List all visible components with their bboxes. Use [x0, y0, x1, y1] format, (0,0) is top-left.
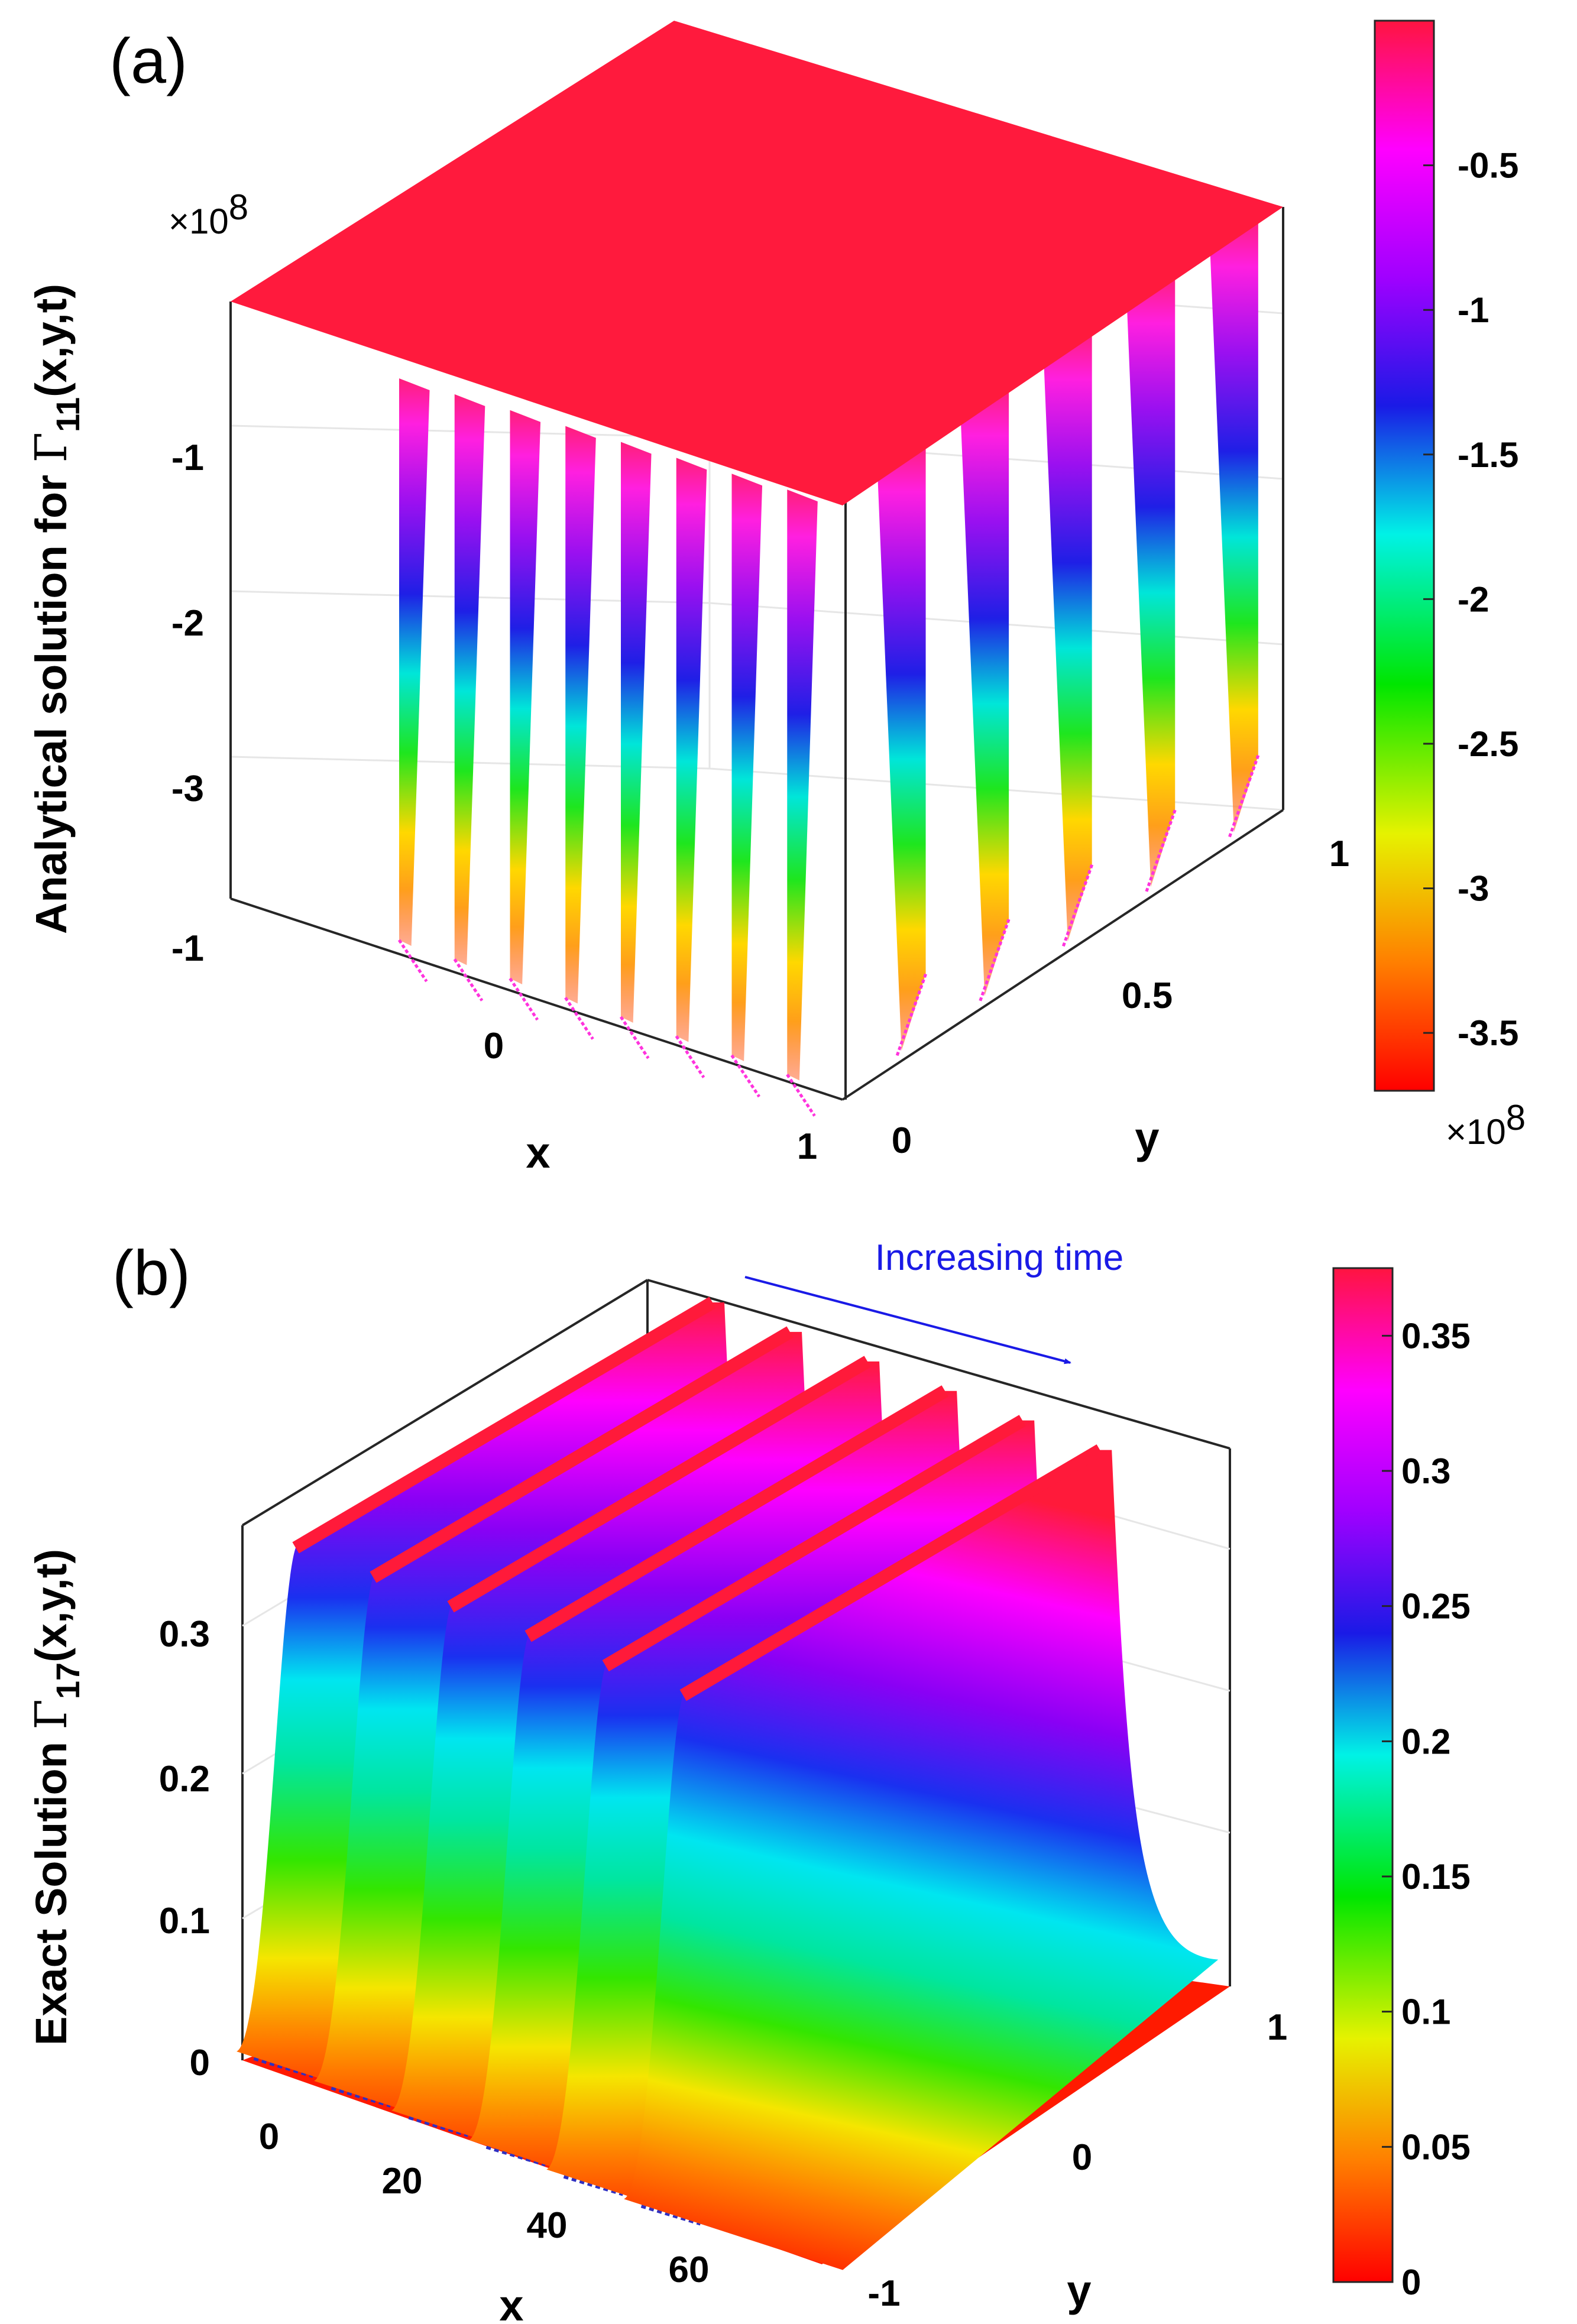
panel-b-z-tick-label: 0.3 — [159, 1614, 210, 1655]
panel-b-x-axis-label: x — [499, 2281, 523, 2324]
panel-a-surface-plateau — [231, 21, 1283, 505]
panel-b-solitons — [237, 1296, 1219, 2270]
wave-front — [877, 443, 926, 1051]
panel-b-x-tick-label: 40 — [527, 2205, 568, 2246]
wave-base-line — [509, 977, 539, 1021]
panel-a-colorbar: -0.5 -1 -1.5 -2 -2.5 -3 -3.5 ×108 — [1374, 20, 1526, 1152]
wave-front — [1126, 274, 1176, 887]
panel-a-x-tick-label: 0 — [484, 1026, 504, 1067]
colorbar-tick-label: -3 — [1458, 869, 1489, 909]
soliton-ridge — [524, 1385, 948, 1642]
soliton-ridge — [602, 1415, 1026, 1672]
wave-front — [960, 387, 1009, 997]
wave-base-line — [564, 997, 594, 1040]
colorbar-tick-label: 0.35 — [1401, 1316, 1471, 1356]
wave-front — [565, 426, 596, 1004]
colorbar-tick-label: -3.5 — [1458, 1013, 1518, 1053]
soliton-ridge — [370, 1326, 794, 1583]
wave-front — [399, 378, 430, 946]
panel-b-y-tick-label: -1 — [867, 2273, 900, 2314]
panel-b-colorbar: 0.35 0.3 0.25 0.2 0.15 0.1 0.05 0 — [1332, 1267, 1471, 2302]
wave-front — [621, 442, 652, 1023]
wave-front — [787, 490, 818, 1081]
panel-a-colorbar-ticks: -0.5 -1 -1.5 -2 -2.5 -3 -3.5 — [1423, 146, 1518, 1053]
wave-base-line — [895, 973, 927, 1058]
panel-b-z-axis-label: Exact Solution Γ17(x,y,t) — [26, 1549, 86, 2046]
wave-base-line — [453, 958, 484, 1001]
increasing-time-arrow — [744, 1276, 1071, 1364]
soliton-wave — [624, 1450, 1219, 2270]
colorbar-tick-label: 0.2 — [1401, 1722, 1450, 1761]
panel-b-x-tick-label: 60 — [669, 2250, 710, 2290]
panel-a-y-tick-label: 0 — [892, 1120, 912, 1161]
soliton-ridge — [679, 1444, 1103, 1701]
panel-b-colorbar-gradient — [1332, 1267, 1394, 2283]
colorbar-tick-label: -0.5 — [1458, 146, 1518, 186]
colorbar-tick-label: 0.15 — [1401, 1857, 1471, 1897]
panel-a-label: (a) — [109, 25, 187, 96]
wave-front — [1043, 330, 1092, 942]
wave-front — [1209, 218, 1258, 832]
panel-b-colorbar-ticks: 0.35 0.3 0.25 0.2 0.15 0.1 0.05 0 — [1382, 1316, 1471, 2302]
increasing-time-label: Increasing time — [875, 1237, 1123, 1278]
soliton-ridge — [447, 1356, 871, 1613]
panel-b-y-tick-label: 1 — [1267, 2007, 1287, 2048]
panel-a-y-tick-label: 1 — [1329, 834, 1349, 874]
panel-b-z-tick-label: 0 — [190, 2043, 210, 2083]
panel-b-y-tick-label: 0 — [1072, 2137, 1092, 2178]
wave-base-line — [619, 1016, 650, 1059]
wave-base-line — [730, 1054, 760, 1098]
wave-front — [454, 394, 485, 965]
wave-base-line — [1061, 864, 1094, 948]
panel-b-z-tick-label: 0.1 — [159, 1901, 210, 1941]
panel-a-wave-fronts — [397, 218, 1260, 1117]
panel-a-z-tick-label: -1 — [171, 437, 204, 478]
panel-b-x-tick-label: 20 — [382, 2161, 423, 2202]
panel-a-z-ticks: -1 -2 -3 -1 — [171, 437, 204, 969]
colorbar-tick-label: -2 — [1458, 579, 1489, 619]
wave-front — [731, 474, 763, 1061]
wave-front — [510, 410, 541, 984]
panel-b: (b) Increasing time 0.3 0.2 0.1 — [26, 1237, 1471, 2324]
wave-front — [676, 458, 707, 1042]
colorbar-tick-label: -2.5 — [1458, 724, 1518, 764]
colorbar-tick-label: 0.1 — [1401, 1992, 1450, 2032]
panel-b-y-axis-label: y — [1067, 2266, 1091, 2315]
colorbar-tick-label: -1.5 — [1458, 435, 1518, 475]
panel-a-colorbar-multiplier: ×108 — [1446, 1098, 1526, 1152]
panel-a-y-axis-label: y — [1135, 1113, 1159, 1162]
panel-b-z-tick-label: 0.2 — [159, 1759, 210, 1800]
panel-a-x-tick-label: -1 — [171, 928, 204, 969]
panel-a-z-tick-label: -2 — [171, 603, 204, 644]
colorbar-tick-label: -1 — [1458, 290, 1489, 330]
panel-b-annotation: Increasing time — [744, 1237, 1123, 1364]
wave-base-line — [675, 1035, 705, 1078]
colorbar-tick-label: 0.25 — [1401, 1587, 1471, 1626]
soliton-ridge — [292, 1296, 716, 1554]
wave-base-line — [786, 1074, 816, 1117]
panel-a-x-tick-label: 1 — [797, 1126, 817, 1167]
colorbar-tick-label: 0 — [1401, 2263, 1421, 2302]
panel-a-z-axis-label: Analytical solution for Γ11(x,y,t) — [26, 284, 86, 934]
panel-a-z-multiplier: ×108 — [169, 187, 248, 241]
colorbar-tick-label: 0.05 — [1401, 2127, 1471, 2167]
panel-a-colorbar-gradient — [1374, 20, 1435, 1092]
wave-base-line — [1144, 809, 1177, 894]
panel-b-x-tick-label: 0 — [259, 2116, 279, 2157]
wave-base-line — [978, 919, 1011, 1003]
panel-a-y-tick-label: 0.5 — [1122, 975, 1173, 1016]
panel-a: (a) -1 -2 -3 -1 0 — [26, 20, 1526, 1177]
wave-base-line — [1228, 754, 1260, 839]
colorbar-tick-label: 0.3 — [1401, 1451, 1450, 1491]
wave-base-line — [397, 939, 428, 983]
panel-a-z-tick-label: -3 — [171, 769, 204, 809]
panel-a-x-axis-label: x — [526, 1128, 550, 1177]
panel-b-label: (b) — [112, 1237, 190, 1308]
